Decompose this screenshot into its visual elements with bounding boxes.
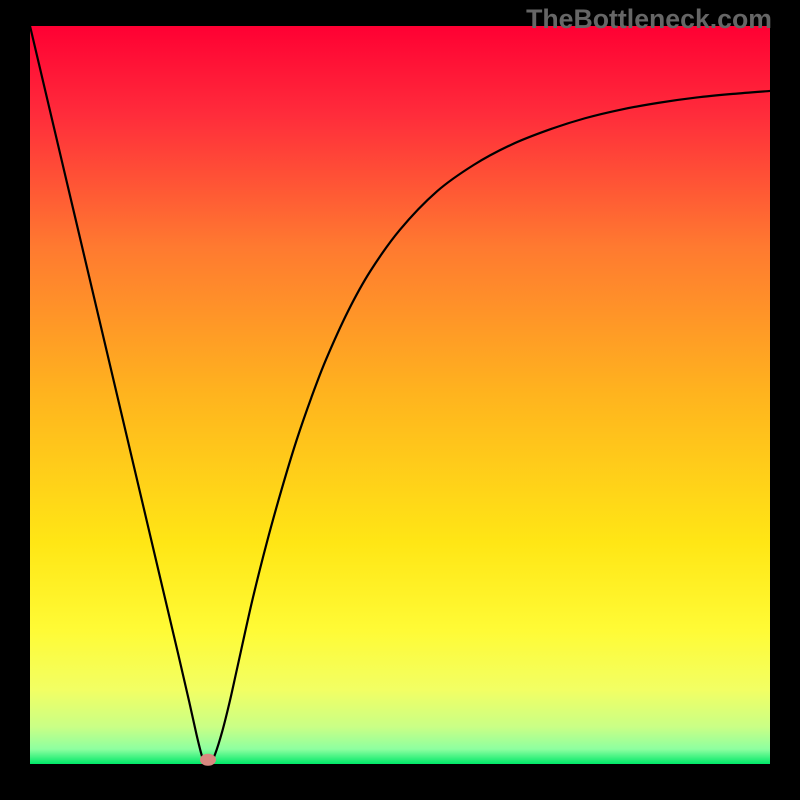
watermark-text: TheBottleneck.com	[526, 4, 772, 35]
bottleneck-curve	[30, 26, 770, 764]
minimum-marker	[200, 753, 216, 766]
plot-area: TheBottleneck.com	[30, 26, 770, 764]
chart-container: TheBottleneck.com	[0, 0, 800, 800]
